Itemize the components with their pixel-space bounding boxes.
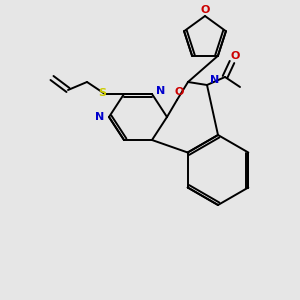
Text: N: N xyxy=(95,112,105,122)
Text: S: S xyxy=(98,88,106,98)
Text: O: O xyxy=(230,51,240,61)
Text: O: O xyxy=(200,5,210,15)
Text: O: O xyxy=(174,87,184,97)
Text: N: N xyxy=(210,75,220,85)
Text: N: N xyxy=(156,86,166,96)
